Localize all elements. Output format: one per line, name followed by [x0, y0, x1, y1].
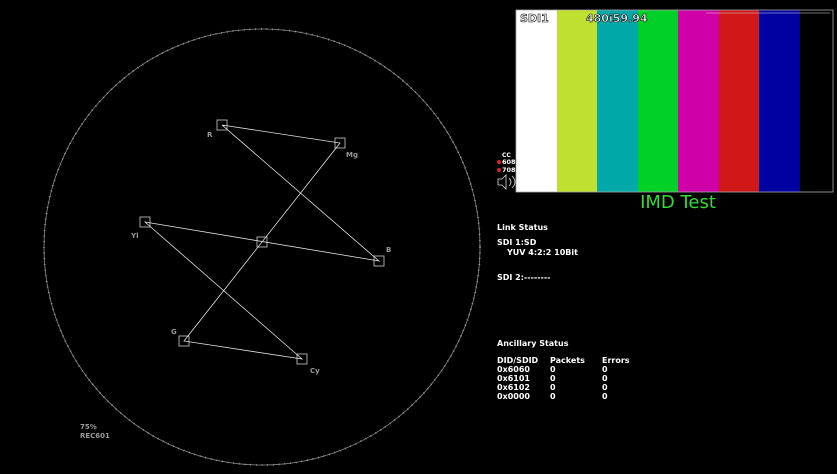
table-header: DID/SDID — [497, 356, 539, 365]
sdi1-status: SDI 1:SD — [497, 238, 537, 247]
input-label: SDI1 — [520, 12, 549, 25]
table-cell: 0 — [550, 365, 556, 374]
cc-item: 608 — [502, 158, 516, 166]
table-cell: 0x6060 — [497, 365, 530, 374]
color-bar — [759, 10, 800, 192]
screen: R Mg B Cy G Yl 75% REC601 SDI1 480i59.94… — [0, 0, 837, 474]
color-bar — [678, 10, 719, 192]
picture-monitor: SDI1 480i59.94 IMD Test CC 608 708 — [497, 10, 833, 213]
sdi2-status: SDI 2:-------- — [497, 273, 551, 282]
standard-label: REC601 — [80, 432, 110, 440]
table-cell: 0 — [550, 383, 556, 392]
target-label: Cy — [310, 367, 320, 375]
table-header: Errors — [602, 356, 630, 365]
table-cell: 0 — [602, 392, 608, 401]
sdi1-format: YUV 4:2:2 10Bit — [506, 248, 578, 257]
table-cell: 0 — [550, 392, 556, 401]
table-cell: 0x0000 — [497, 392, 530, 401]
color-bar — [638, 10, 678, 192]
target-label: G — [171, 328, 177, 336]
format-label: 480i59.94 — [586, 12, 648, 25]
table-cell: 0x6102 — [497, 383, 530, 392]
cc-dot — [497, 168, 501, 172]
ancillary-title: Ancillary Status — [497, 339, 569, 348]
scale-label: 75% — [80, 423, 97, 431]
color-bar — [597, 10, 638, 192]
table-cell: 0 — [602, 374, 608, 383]
link-status-title: Link Status — [497, 223, 548, 232]
target-label: Yl — [130, 232, 138, 240]
color-bar — [516, 10, 557, 192]
table-cell: 0x6101 — [497, 374, 530, 383]
table-cell: 0 — [550, 374, 556, 383]
target-label: R — [207, 131, 213, 139]
color-bar — [800, 10, 833, 192]
color-bar — [557, 10, 597, 192]
color-bar — [719, 10, 759, 192]
table-header: Packets — [550, 356, 585, 365]
table-cell: 0 — [602, 383, 608, 392]
cc-dot — [497, 160, 501, 164]
cc-item: 708 — [502, 166, 516, 174]
target-label: B — [386, 246, 391, 254]
table-cell: 0 — [602, 365, 608, 374]
target-label: Mg — [346, 151, 358, 159]
caption: IMD Test — [640, 192, 716, 213]
